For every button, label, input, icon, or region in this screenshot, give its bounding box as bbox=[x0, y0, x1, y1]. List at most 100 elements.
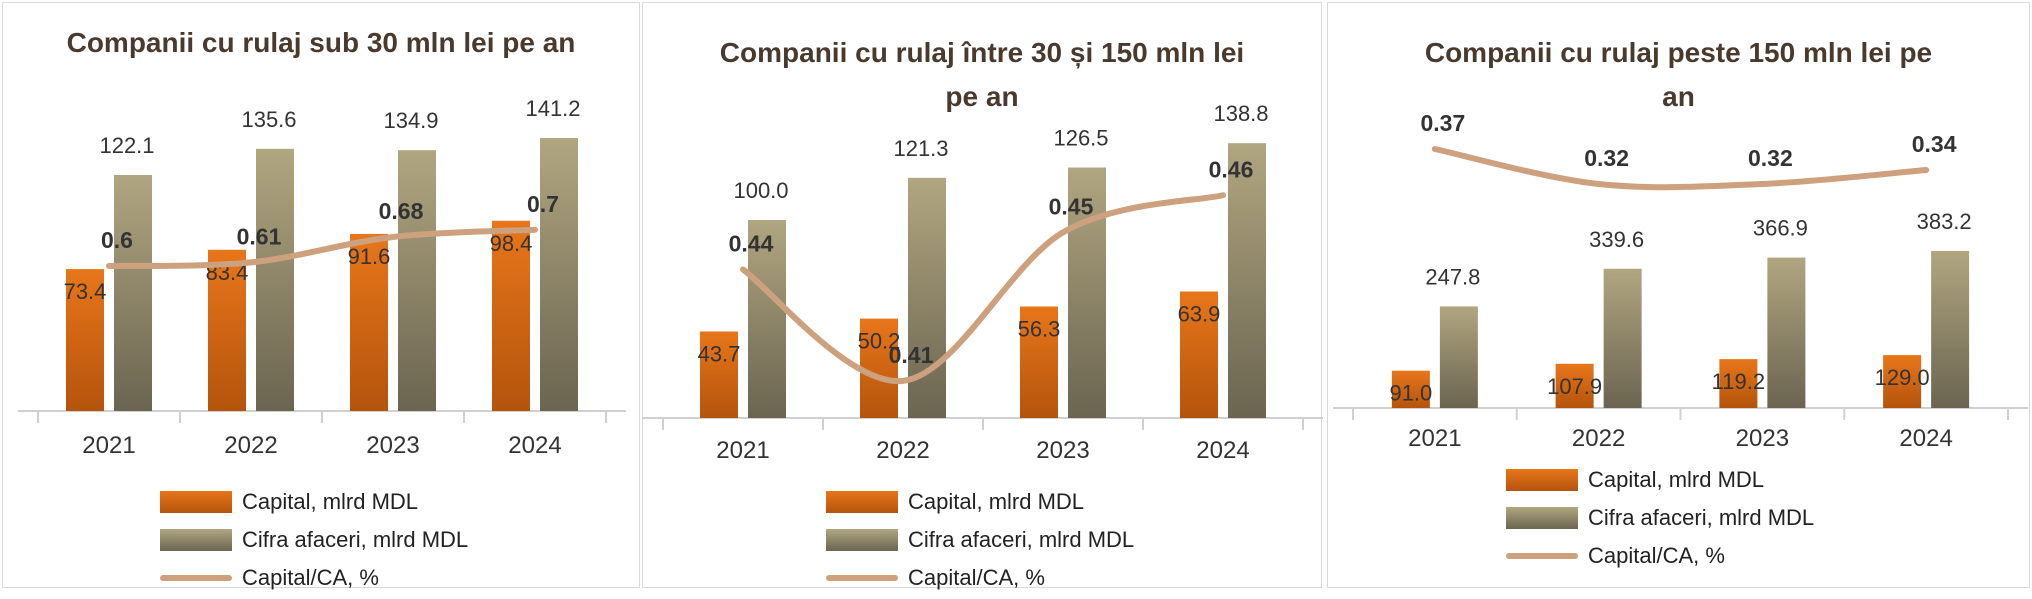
legend-item-ca: Cifra afaceri, mlrd MDL bbox=[160, 523, 468, 557]
x-tick-label: 2023 bbox=[1036, 437, 1089, 464]
bar-cifra-afaceri bbox=[398, 150, 436, 411]
data-label-capital: 91.6 bbox=[348, 244, 391, 269]
data-label-ratio: 0.61 bbox=[237, 223, 282, 249]
legend-swatch-capital bbox=[1506, 469, 1578, 491]
bar-capital bbox=[1391, 370, 1430, 408]
legend-item-ca: Cifra afaceri, mlrd MDL bbox=[1506, 501, 1814, 535]
data-label-ratio: 0.68 bbox=[379, 198, 424, 224]
data-label-ratio: 0.7 bbox=[527, 191, 559, 217]
data-label-ratio: 0.46 bbox=[1209, 156, 1254, 182]
chart-legend-1: Capital, mlrd MDL Cifra afaceri, mlrd MD… bbox=[160, 481, 468, 599]
data-label-cifra-afaceri: 339.6 bbox=[1589, 227, 1644, 252]
bar-capital bbox=[492, 220, 530, 411]
legend-label-capital: Capital, mlrd MDL bbox=[1588, 467, 1765, 492]
bar-cifra-afaceri bbox=[1603, 268, 1642, 408]
x-tick-label: 2023 bbox=[366, 432, 419, 459]
data-label-cifra-afaceri: 141.2 bbox=[525, 96, 580, 121]
chart-panel-3: Companii cu rulaj peste 150 mln lei pe a… bbox=[1327, 2, 2030, 588]
data-label-capital: 63.9 bbox=[1178, 301, 1221, 326]
series-line-capital-ca bbox=[106, 226, 538, 269]
legend-swatch-ratio bbox=[826, 575, 898, 581]
bar-cifra-afaceri bbox=[908, 177, 946, 418]
chart-legend-3: Capital, mlrd MDL Cifra afaceri, mlrd MD… bbox=[1506, 459, 1814, 577]
data-label-ratio: 0.32 bbox=[1584, 145, 1629, 171]
data-label-capital: 91.0 bbox=[1389, 381, 1432, 406]
data-label-cifra-afaceri: 138.8 bbox=[1213, 101, 1268, 126]
data-label-capital: 98.4 bbox=[490, 231, 533, 256]
legend-swatch-ratio bbox=[160, 575, 232, 581]
x-tick-label: 2021 bbox=[716, 437, 769, 464]
chart-title-1: Companii cu rulaj sub 30 mln lei pe an bbox=[66, 27, 576, 58]
legend-item-ratio: Capital/CA, % bbox=[160, 561, 468, 595]
data-label-ratio: 0.41 bbox=[889, 342, 934, 368]
legend-label-ratio: Capital/CA, % bbox=[908, 565, 1045, 590]
legend-label-ca: Cifra afaceri, mlrd MDL bbox=[1588, 505, 1815, 530]
x-tick-label: 2021 bbox=[1408, 425, 1461, 452]
bar-cifra-afaceri bbox=[748, 220, 786, 418]
legend-item-ratio: Capital/CA, % bbox=[1506, 539, 1814, 573]
legend-item-capital: Capital, mlrd MDL bbox=[160, 485, 468, 519]
bar-capital bbox=[66, 269, 104, 411]
legend-item-ratio: Capital/CA, % bbox=[826, 561, 1134, 595]
bar-cifra-afaceri bbox=[1931, 250, 1970, 408]
bar-cifra-afaceri bbox=[540, 138, 578, 411]
data-label-ratio: 0.45 bbox=[1049, 193, 1094, 219]
data-label-cifra-afaceri: 122.1 bbox=[99, 133, 154, 158]
bar-capital bbox=[1020, 306, 1058, 418]
x-tick-label: 2022 bbox=[224, 432, 277, 459]
legend-item-ca: Cifra afaceri, mlrd MDL bbox=[826, 523, 1134, 557]
bar-capital bbox=[208, 249, 246, 411]
legend-label-capital: Capital, mlrd MDL bbox=[242, 489, 419, 514]
bar-capital bbox=[700, 331, 738, 418]
data-label-ratio: 0.44 bbox=[729, 231, 774, 257]
legend-label-capital: Capital, mlrd MDL bbox=[908, 489, 1085, 514]
data-label-cifra-afaceri: 126.5 bbox=[1053, 126, 1108, 151]
legend-label-ca: Cifra afaceri, mlrd MDL bbox=[908, 527, 1135, 552]
legend-item-capital: Capital, mlrd MDL bbox=[826, 485, 1134, 519]
chart-title-2: Companii cu rulaj între 30 și 150 mln le… bbox=[719, 37, 1245, 112]
data-label-ratio: 0.37 bbox=[1420, 110, 1465, 136]
bar-cifra-afaceri bbox=[114, 174, 152, 411]
bar-cifra-afaceri bbox=[1228, 143, 1266, 418]
legend-swatch-capital bbox=[160, 491, 232, 513]
chart-panel-2: Companii cu rulaj între 30 și 150 mln le… bbox=[642, 2, 1323, 590]
x-tick-label: 2023 bbox=[1736, 425, 1789, 452]
data-label-capital: 73.4 bbox=[64, 279, 107, 304]
bar-capital bbox=[1883, 355, 1922, 408]
x-tick-label: 2021 bbox=[82, 432, 135, 459]
x-tick-label: 2022 bbox=[876, 437, 929, 464]
series-line-capital-ca bbox=[1431, 146, 1930, 191]
x-tick-label: 2024 bbox=[508, 432, 561, 459]
legend-swatch-ca bbox=[826, 529, 898, 551]
legend-swatch-ratio bbox=[1506, 553, 1578, 559]
data-label-cifra-afaceri: 134.9 bbox=[383, 108, 438, 133]
chart-plot-3: 2021 91.0 247.8 2022 107.9 339.6 2023 119.2 366.… bbox=[1333, 110, 2028, 452]
x-tick-label: 2024 bbox=[1899, 425, 1952, 452]
data-label-ratio: 0.6 bbox=[101, 227, 133, 253]
legend-swatch-capital bbox=[826, 491, 898, 513]
bar-capital bbox=[860, 318, 898, 418]
bar-cifra-afaceri bbox=[1068, 167, 1106, 418]
legend-label-ratio: Capital/CA, % bbox=[1588, 543, 1725, 568]
data-label-cifra-afaceri: 121.3 bbox=[893, 136, 948, 161]
data-label-cifra-afaceri: 100.0 bbox=[733, 178, 788, 203]
bar-cifra-afaceri bbox=[1767, 257, 1806, 408]
data-label-capital: 129.0 bbox=[1875, 365, 1930, 390]
bar-cifra-afaceri bbox=[1439, 306, 1478, 408]
data-label-capital: 43.7 bbox=[698, 341, 741, 366]
data-label-ratio: 0.32 bbox=[1748, 145, 1793, 171]
data-label-cifra-afaceri: 383.2 bbox=[1917, 209, 1972, 234]
legend-swatch-ca bbox=[160, 529, 232, 551]
data-label-capital: 107.9 bbox=[1547, 374, 1602, 399]
bar-capital bbox=[1555, 363, 1594, 408]
bar-capital bbox=[350, 233, 388, 411]
bar-capital bbox=[1719, 359, 1758, 408]
chart-plot-1: 202173.4122.1202283.4135.6202391.6134.92… bbox=[18, 96, 626, 459]
data-label-capital: 56.3 bbox=[1018, 317, 1061, 342]
data-label-cifra-afaceri: 247.8 bbox=[1425, 264, 1480, 289]
data-label-capital: 50.2 bbox=[858, 329, 901, 354]
legend-label-ratio: Capital/CA, % bbox=[242, 565, 379, 590]
bar-capital bbox=[1180, 291, 1218, 418]
chart-plot-2: 2021 43.7 100.0 2022 50.2 121.3 2023 56.3 126.5 2… bbox=[643, 101, 1323, 464]
